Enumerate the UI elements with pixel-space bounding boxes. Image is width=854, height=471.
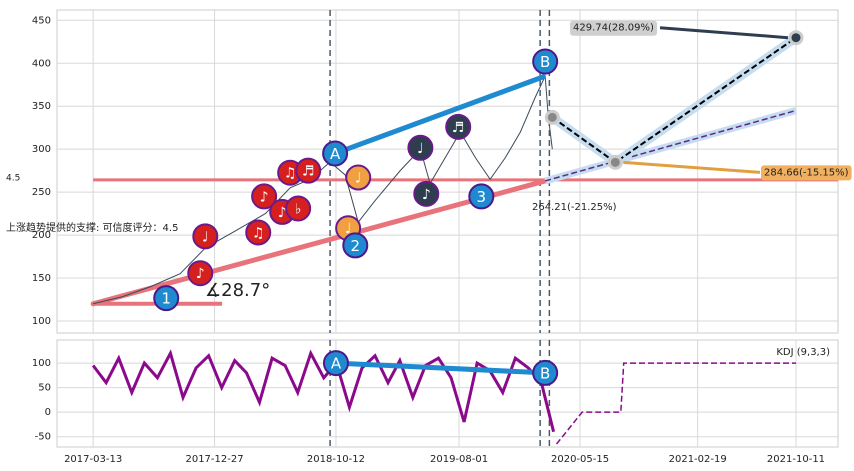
y-tick-label: -50 (35, 432, 51, 443)
wave-label: 3 (477, 188, 487, 206)
projection-point (788, 30, 804, 46)
x-tick-label: 2020-05-15 (551, 454, 609, 465)
y-tick-label: 400 (32, 58, 51, 69)
signal-symbol: ♩ (417, 141, 424, 157)
x-tick-label: 2019-08-01 (430, 454, 488, 465)
y-tick-label: 0 (45, 407, 51, 418)
price-frame (56, 9, 839, 334)
wave-marker (468, 183, 495, 210)
x-tick-label: 2018-10-12 (307, 454, 365, 465)
signal-symbol: ♪ (196, 266, 205, 282)
signal-symbol: ♬ (452, 120, 465, 136)
wave-label: 1 (161, 290, 171, 308)
y-tick-label: 100 (32, 316, 51, 327)
wave-label: A (331, 355, 342, 373)
kdj-line (91, 349, 556, 433)
x-tick-label: 2021-02-19 (669, 454, 727, 465)
wave-marker (342, 232, 369, 259)
wave-marker (322, 350, 349, 377)
resistance-line (334, 73, 547, 156)
y-tick-label: 300 (32, 144, 51, 155)
signal-marker (192, 223, 219, 250)
wave-marker (322, 140, 349, 167)
wave-label: B (540, 364, 550, 382)
signal-marker (187, 260, 214, 287)
signal-symbol: ♩ (202, 229, 209, 245)
signal-symbol: ♭ (295, 201, 302, 217)
projection-point (544, 109, 560, 125)
label-arrow (659, 26, 789, 40)
wave-label: 2 (351, 237, 361, 255)
score: 4.5 (6, 174, 20, 184)
y-tick-label: 450 (32, 15, 51, 26)
signal-symbol: ♬ (302, 164, 315, 180)
signal-marker (245, 219, 272, 246)
signal-symbol: ♪ (422, 187, 431, 203)
wave-marker (532, 359, 559, 386)
y-tick-label: 150 (32, 273, 51, 284)
wave-label: B (540, 53, 550, 71)
signal-symbol: ♪ (260, 189, 269, 205)
projection-point (607, 154, 623, 170)
y-tick-label: 350 (32, 101, 51, 112)
label-arrow (623, 160, 761, 174)
x-tick-label: 2017-03-13 (64, 454, 122, 465)
signal-symbol: ♫ (284, 166, 297, 182)
signal-marker (407, 134, 434, 161)
wave-marker (532, 48, 559, 75)
signal-marker (251, 183, 278, 210)
signal-symbol: ♫ (252, 225, 265, 241)
support-note: 上涨趋势提供的支撑: 可信度评分：4.5 (6, 221, 178, 234)
x-tick-label: 2021-10-11 (767, 454, 825, 465)
level-label: 264.21(-21.25%) (532, 202, 617, 213)
label-box (570, 20, 658, 36)
signal-marker (345, 164, 372, 191)
y-tick-label: 250 (32, 187, 51, 198)
signal-marker (445, 113, 472, 140)
wave-link (335, 360, 546, 376)
signal-symbol: ♪ (278, 205, 287, 221)
projection-label: 284.66(-15.15%) (764, 167, 849, 178)
signal-marker (285, 195, 312, 222)
y-tick-label: 50 (38, 383, 51, 394)
wave-label: A (330, 145, 341, 163)
signal-symbol: ♩ (355, 171, 362, 187)
label-box (761, 165, 852, 181)
legend-entry: KDJ (9,3,3) (776, 347, 830, 358)
y-tick-label: 100 (32, 358, 51, 369)
kdj-frame (56, 339, 839, 448)
support-extension (544, 109, 797, 182)
signal-symbol: ♩ (345, 221, 352, 237)
signal-marker (413, 180, 440, 207)
projection-label: 429.74(28.09%) (573, 23, 654, 34)
y-tick-label: 200 (32, 230, 51, 241)
signal-marker (295, 157, 322, 184)
x-tick-label: 2017-12-27 (185, 454, 243, 465)
angle-label: ∡28.7° (205, 280, 270, 301)
kdj-line (555, 362, 796, 445)
wave-marker (153, 285, 180, 312)
